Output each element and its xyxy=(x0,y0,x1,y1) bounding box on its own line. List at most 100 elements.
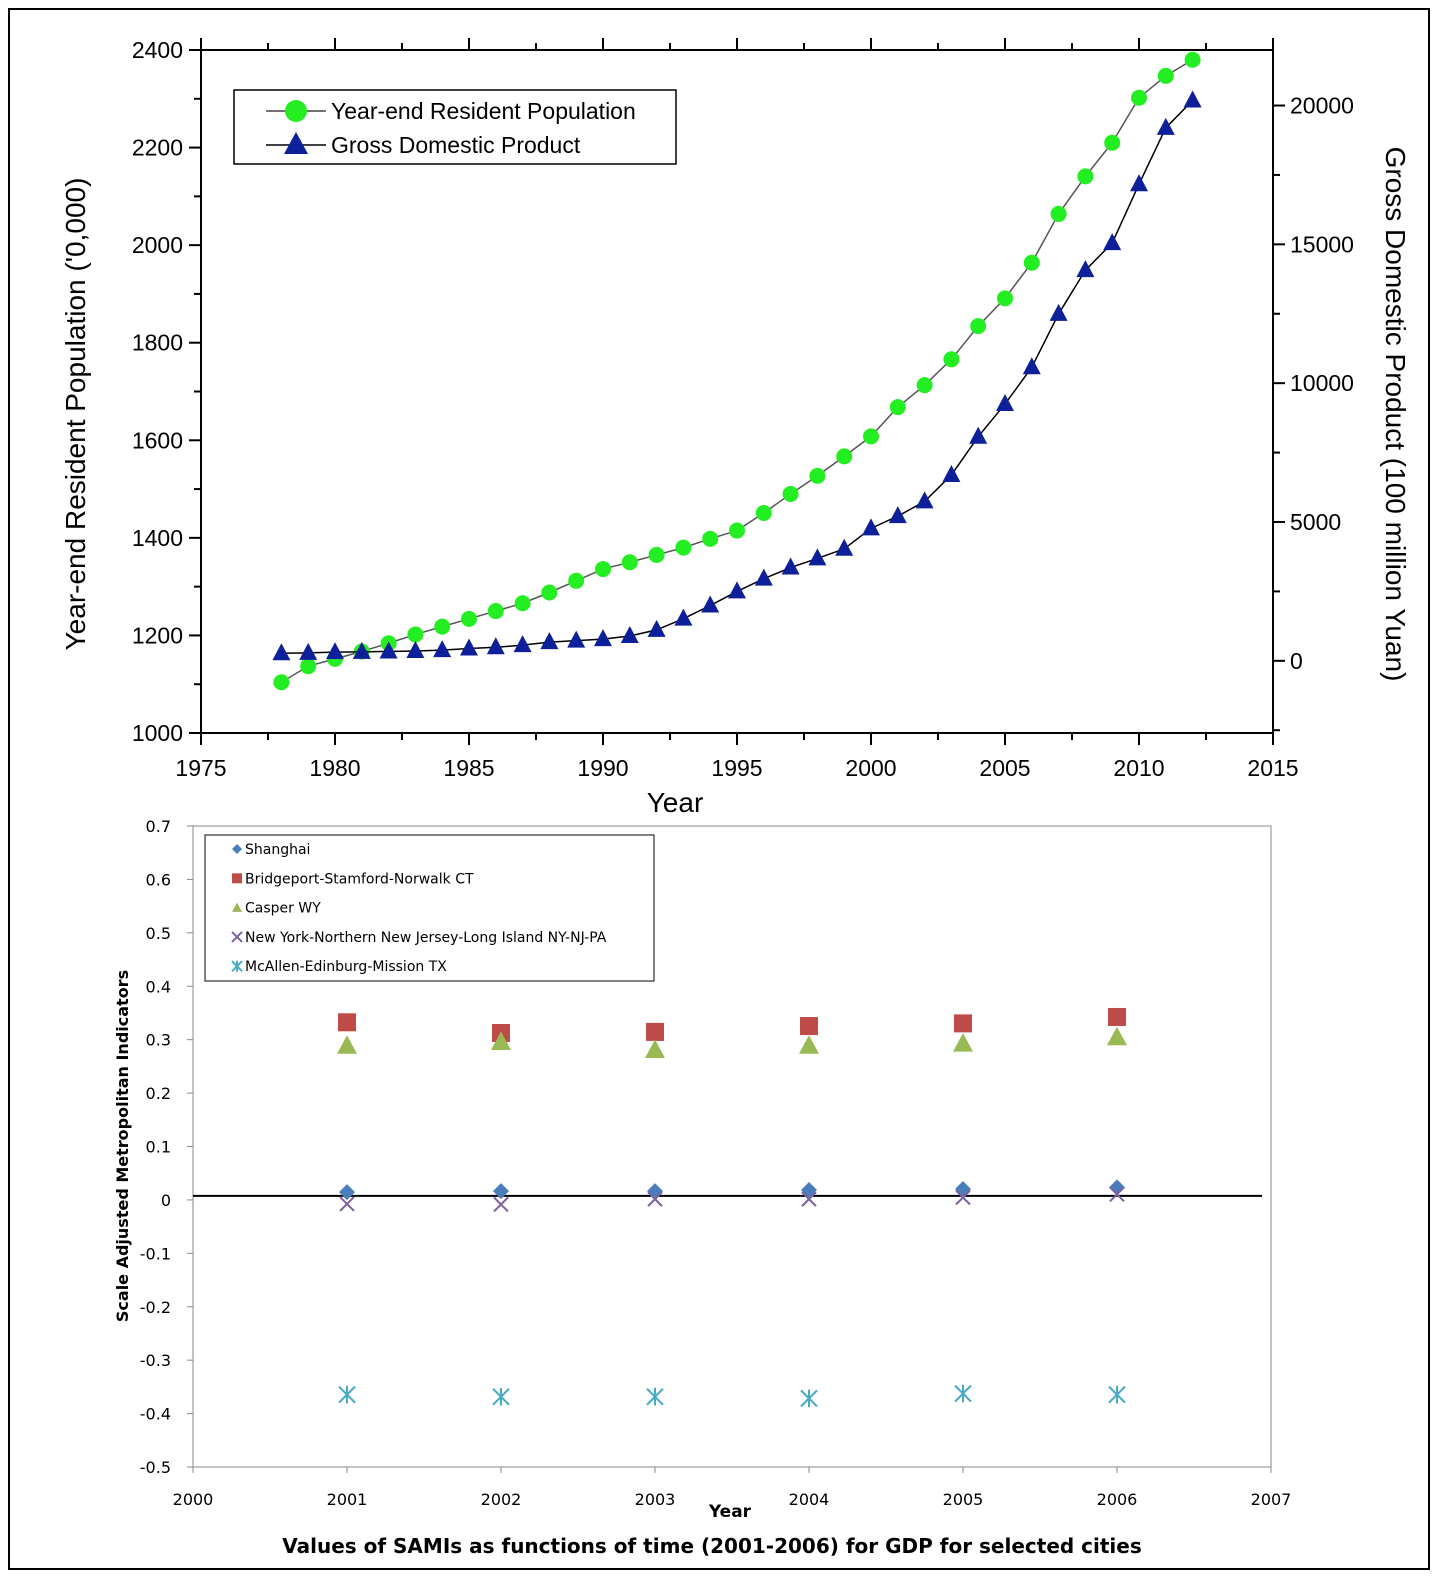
legend-label-casper-wy: Casper WY xyxy=(245,901,321,917)
y-tick-label: 0.5 xyxy=(146,924,171,943)
gdp-point xyxy=(594,629,612,647)
y2-tick-label: 20000 xyxy=(1290,93,1354,119)
gdp-point xyxy=(1130,174,1148,192)
population-point xyxy=(1104,134,1121,151)
y2-tick-label: 5000 xyxy=(1290,509,1341,535)
gdp-point xyxy=(647,619,666,637)
gdp-point xyxy=(888,506,907,524)
casper-wy-point xyxy=(799,1035,819,1054)
x-tick-label: 1990 xyxy=(577,755,628,781)
population-point xyxy=(889,399,906,416)
chart1-series xyxy=(272,51,1202,691)
y-tick-label: -0.2 xyxy=(140,1298,171,1317)
series-casper-wy xyxy=(337,1026,1127,1059)
population-point xyxy=(1184,51,1201,68)
chart1-ticks: 1975 1980 1985 1990 1995 2000 2005 2010 2015 1000… xyxy=(132,37,1354,781)
gdp-point xyxy=(379,641,398,659)
y-tick-label: 0.4 xyxy=(146,977,171,996)
x-tick-label: 2010 xyxy=(1113,755,1164,781)
gdp-point xyxy=(1183,90,1202,108)
chart1-left-axis-title: Year-end Resident Population ('0,000) xyxy=(60,178,91,651)
bridgeport-stamford-norwalk-ct-point xyxy=(646,1022,664,1041)
x-tick-label: 2006 xyxy=(1097,1490,1138,1509)
x-tick-label: 2003 xyxy=(635,1490,676,1509)
mcallen-edinburg-mission-tx-point xyxy=(800,1389,818,1408)
legend-marker-casper-wy xyxy=(232,902,242,912)
mcallen-edinburg-mission-tx-point xyxy=(646,1387,664,1406)
casper-wy-point xyxy=(491,1031,511,1051)
y-tick-label: 0.6 xyxy=(146,870,171,889)
legend-label-new-york-northern-new-jersey-long-island-ny-nj-pa: New York-Northern New Jersey-Long Island… xyxy=(245,930,607,946)
gdp-point xyxy=(513,635,532,653)
x-tick-label: 2001 xyxy=(327,1490,368,1509)
population-point xyxy=(1023,254,1040,271)
x-tick-label: 2004 xyxy=(789,1490,830,1509)
population-point xyxy=(809,467,826,484)
y-tick-label: 2000 xyxy=(132,232,183,258)
mcallen-edinburg-mission-tx-point xyxy=(954,1384,972,1403)
shanghai-point xyxy=(493,1183,509,1200)
population-point xyxy=(916,377,933,394)
mcallen-edinburg-mission-tx-point xyxy=(492,1387,510,1406)
x-tick-label: 2015 xyxy=(1247,755,1298,781)
x-tick-label: 1985 xyxy=(443,755,494,781)
chart2-y-axis-title: Scale Adjusted Metropolitan Indicators xyxy=(113,970,132,1322)
population-point xyxy=(568,572,585,589)
gdp-point xyxy=(942,464,961,482)
population-point xyxy=(621,554,638,571)
casper-wy-point xyxy=(645,1039,665,1059)
mcallen-edinburg-mission-tx-point xyxy=(338,1385,356,1404)
population-point xyxy=(943,351,960,368)
legend-label-shanghai: Shanghai xyxy=(245,842,310,858)
legend-marker-new-york-northern-new-jersey-long-island-ny-nj-pa xyxy=(231,931,243,943)
series-new-york-northern-new-jersey-long-island-ny-nj-pa xyxy=(339,1186,1125,1213)
gdp-point xyxy=(969,426,988,444)
new-york-northern-new-jersey-long-island-ny-nj-pa-point xyxy=(493,1196,509,1213)
gdp-point xyxy=(728,581,746,599)
casper-wy-point xyxy=(953,1033,973,1052)
population-point xyxy=(541,584,558,601)
population-point xyxy=(1157,67,1174,84)
y-tick-label: 0.7 xyxy=(146,817,171,836)
population-point xyxy=(1050,205,1067,222)
series-line xyxy=(281,99,1194,654)
population-point xyxy=(970,318,987,335)
y-tick-label: 0.3 xyxy=(146,1031,171,1050)
population-point xyxy=(863,428,879,445)
population-point xyxy=(487,603,504,620)
x-tick-label: 1980 xyxy=(309,755,360,781)
population-point xyxy=(1077,168,1094,185)
x-tick-label: 1975 xyxy=(175,755,226,781)
series-bridgeport-stamford-norwalk-ct xyxy=(338,1007,1126,1042)
x-tick-label: 1995 xyxy=(711,755,762,781)
casper-wy-point xyxy=(337,1035,357,1054)
chart2-ticks: 2000 2001 2002 2003 2004 2005 2006 2007 0.7 0.6 0.… xyxy=(140,817,1292,1509)
gdp-point xyxy=(540,632,559,650)
legend-label-bridgeport-stamford-norwalk-ct: Bridgeport-Stamford-Norwalk CT xyxy=(245,871,474,887)
chart2-legend-box xyxy=(204,834,655,982)
x-tick-label: 2000 xyxy=(173,1490,214,1509)
new-york-northern-new-jersey-long-island-ny-nj-pa-point xyxy=(955,1189,971,1206)
x-tick-label: 2005 xyxy=(943,1490,984,1509)
figure-border xyxy=(8,8,1430,1570)
shanghai-point xyxy=(339,1184,355,1201)
x-tick-label: 2002 xyxy=(481,1490,522,1509)
population-point xyxy=(675,539,692,556)
shanghai-point xyxy=(955,1180,971,1197)
new-york-northern-new-jersey-long-island-ny-nj-pa-point xyxy=(339,1196,355,1212)
y-tick-label: -0.1 xyxy=(140,1244,171,1263)
chart1-legend: Year-end Resident Population Gross Domes… xyxy=(233,89,677,165)
gdp-point xyxy=(862,518,880,536)
y-tick-label: 0.1 xyxy=(146,1138,171,1157)
gdp-point xyxy=(352,641,371,659)
population-point xyxy=(461,610,477,627)
chart1-x-axis-title: Year xyxy=(647,787,704,818)
gdp-point xyxy=(1076,260,1095,278)
gdp-point xyxy=(299,642,318,660)
y-tick-label: 1600 xyxy=(132,427,183,453)
legend-marker-population xyxy=(285,100,307,122)
y-tick-label: 1200 xyxy=(132,622,183,648)
gdp-point xyxy=(915,491,934,509)
population-gdp-chart: 1975 1980 1985 1990 1995 2000 2005 2010 2015 1000… xyxy=(60,37,1411,818)
gdp-point xyxy=(433,640,452,658)
